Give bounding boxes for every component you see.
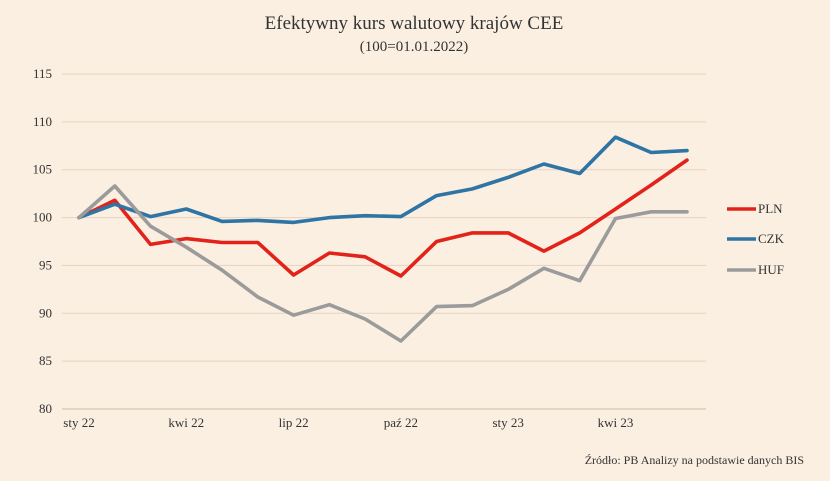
x-tick-label: sty 22 — [63, 415, 94, 430]
y-tick-label: 90 — [39, 305, 52, 320]
series-line-czk — [77, 135, 689, 225]
chart-title: Efektywny kurs walutowy krajów CEE — [265, 13, 564, 34]
y-tick-label: 105 — [33, 162, 53, 177]
x-axis-ticks: sty 22 kwi 22 lip 22 paź 22 sty 23 kwi 23 — [63, 415, 633, 430]
y-tick-label: 85 — [39, 353, 52, 368]
legend: PLN CZK HUF — [727, 201, 785, 277]
y-tick-label: 115 — [33, 66, 52, 81]
x-tick-label: kwi 23 — [598, 415, 634, 430]
y-tick-label: 80 — [39, 401, 52, 416]
y-axis-ticks: 80 85 90 95 100 105 110 115 — [33, 66, 53, 416]
y-tick-label: 100 — [33, 210, 53, 225]
x-tick-label: lip 22 — [279, 415, 309, 430]
legend-label-huf: HUF — [758, 262, 784, 277]
chart-subtitle: (100=01.01.2022) — [360, 39, 468, 55]
legend-label-czk: CZK — [758, 231, 785, 246]
legend-label-pln: PLN — [758, 201, 783, 216]
series-line-pln — [77, 158, 689, 278]
source-note: Źródło: PB Analizy na podstawie danych B… — [585, 453, 804, 467]
x-tick-label: kwi 22 — [168, 415, 204, 430]
series-lines — [77, 135, 689, 343]
series-line-huf — [77, 184, 689, 343]
y-tick-label: 95 — [39, 257, 52, 272]
x-tick-label: sty 23 — [492, 415, 523, 430]
y-tick-label: 110 — [33, 114, 52, 129]
x-tick-label: paź 22 — [384, 415, 418, 430]
